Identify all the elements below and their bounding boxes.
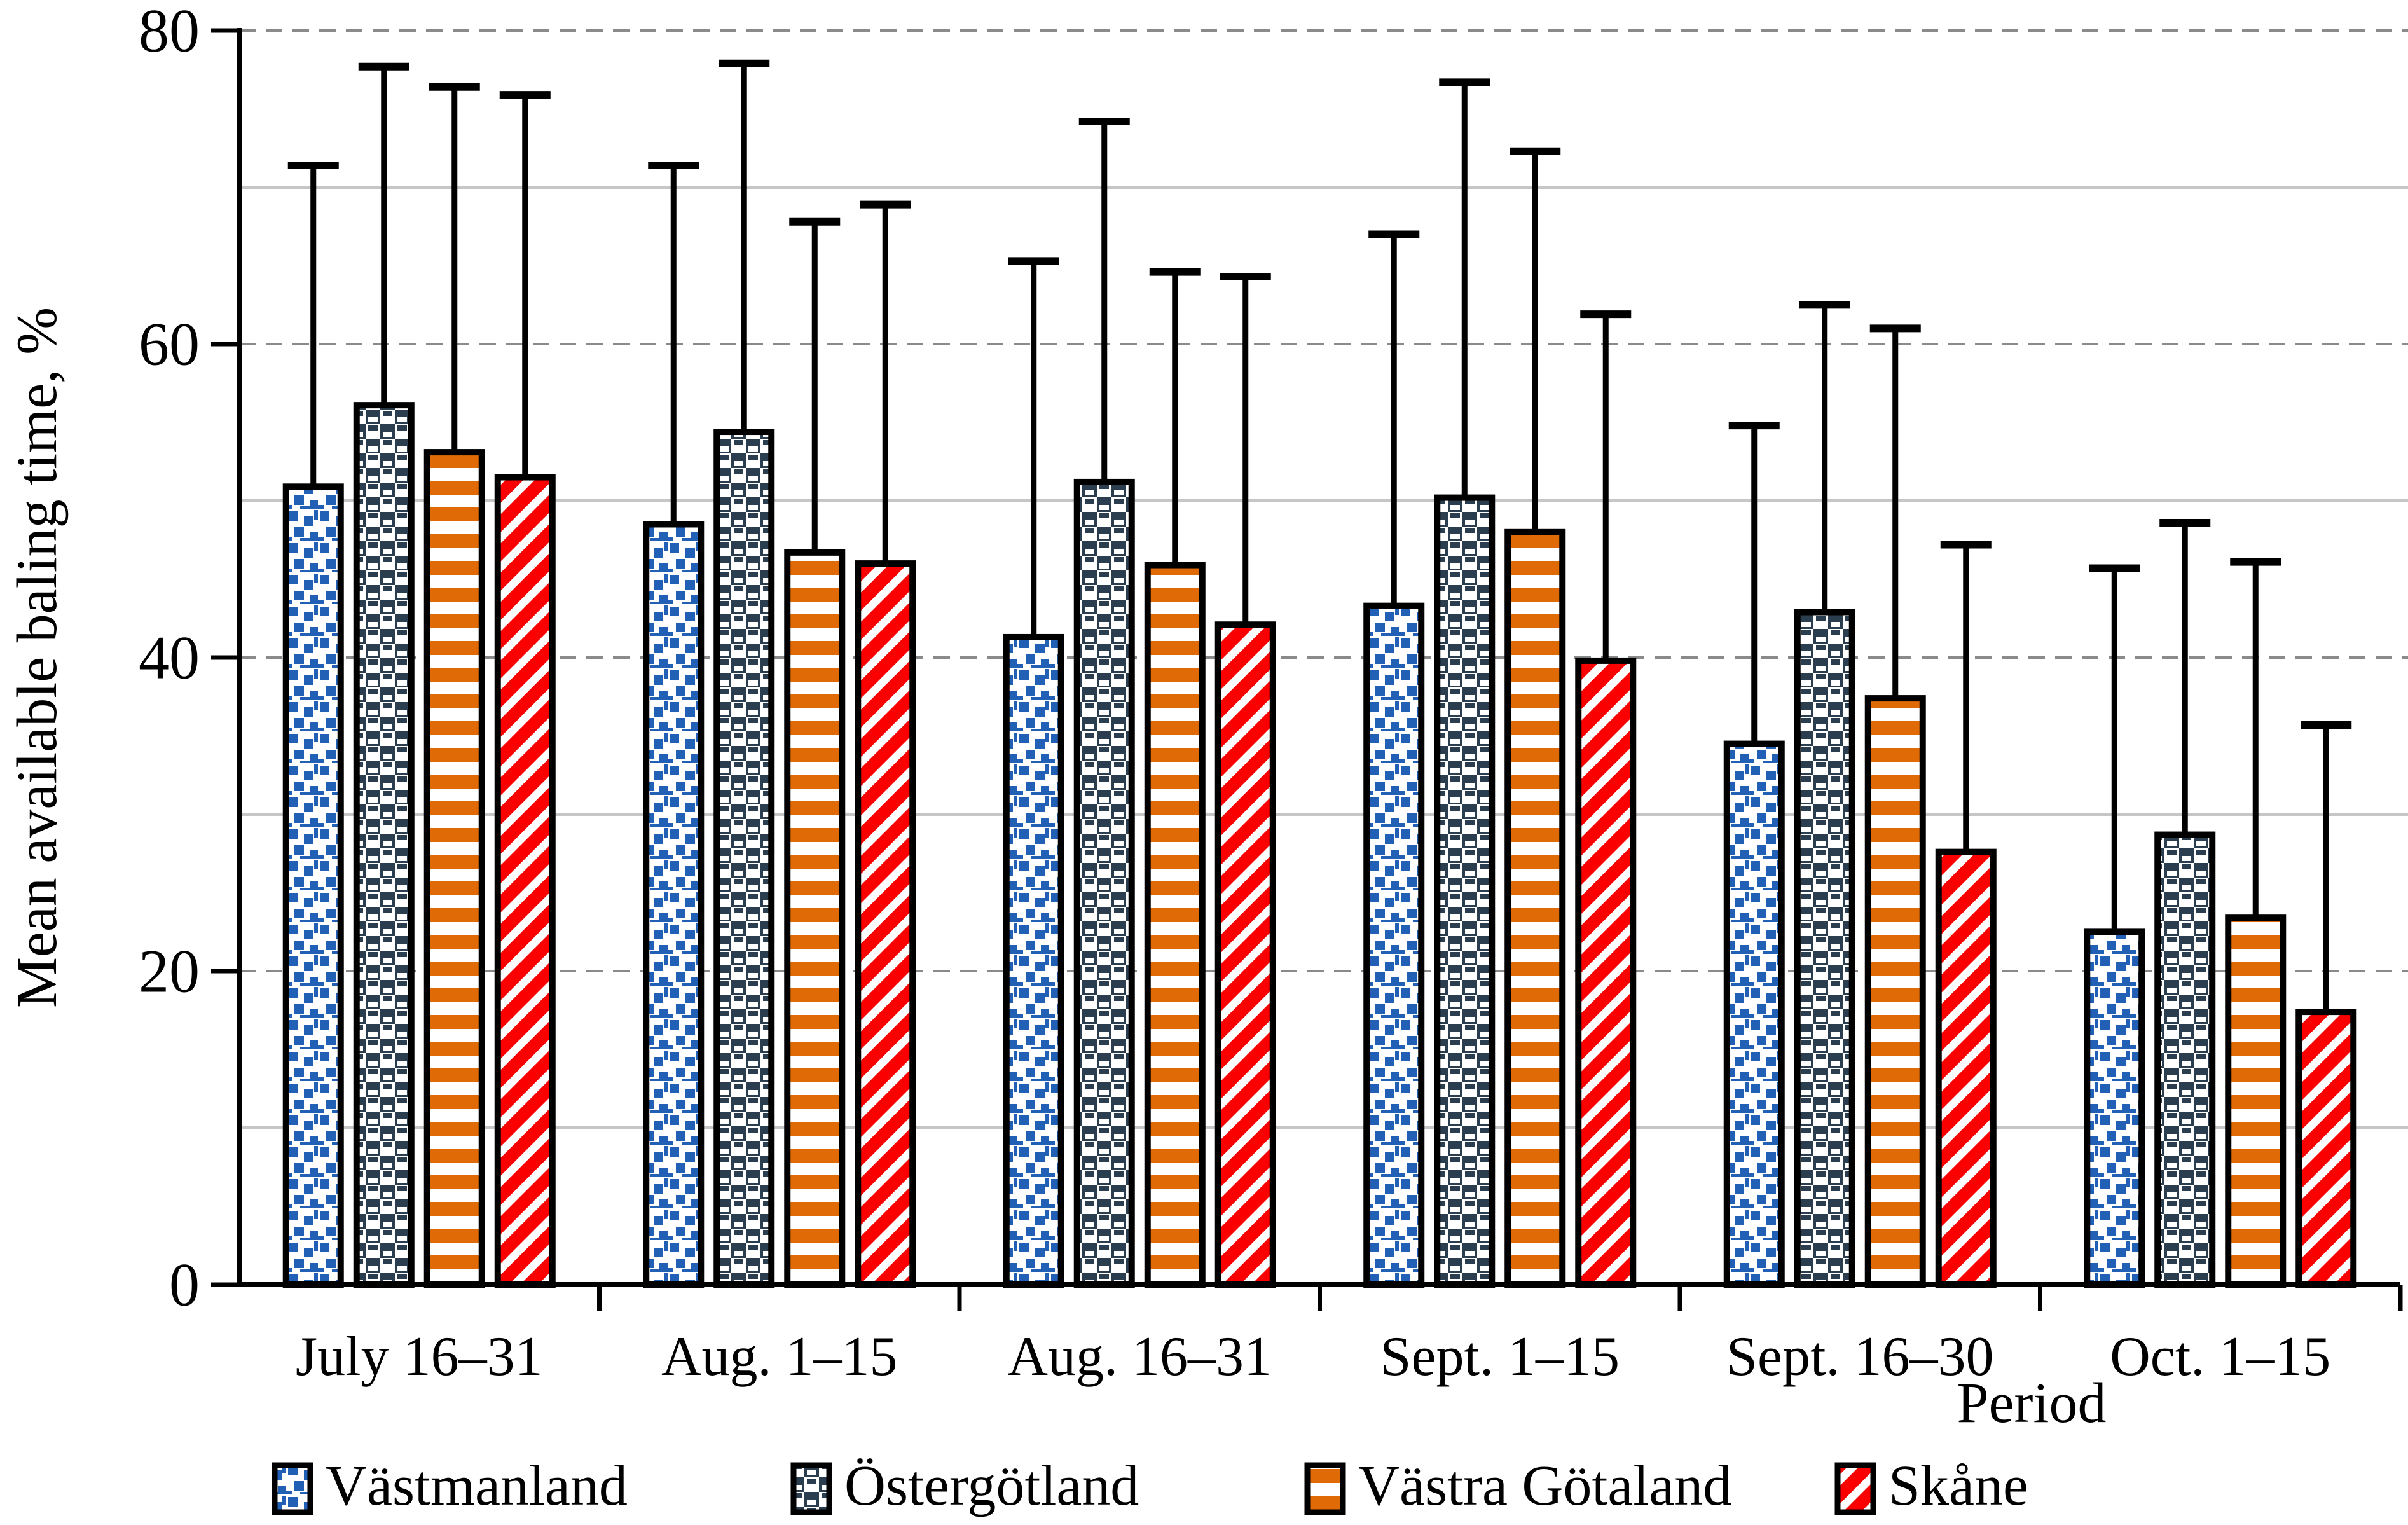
bar-Östergötland-2: [713, 429, 775, 1288]
bar-Västmanland-1: [282, 483, 344, 1288]
bars: [282, 402, 2357, 1288]
legend-label-Skåne: Skåne: [1889, 1454, 2028, 1517]
legend-marker-Östergötland: [790, 1462, 832, 1515]
axis-labels: 0 20 40 60 80 July 16–31 Aug. 1–15 Aug. 16–31 Se…: [139, 0, 2330, 1388]
bar-Västra Götaland-6: [2225, 914, 2287, 1288]
legend-marker-Västra Götaland: [1304, 1462, 1346, 1515]
bar-Östergötland-1: [353, 402, 415, 1288]
legend-label-Östergötland: Östergötland: [844, 1454, 1139, 1517]
y-tick-label: 0: [169, 1251, 200, 1319]
bar-Västmanland-4: [1363, 602, 1425, 1288]
axes: [211, 28, 2403, 1311]
bar-Västmanland-3: [1003, 633, 1064, 1288]
legend-marker-Skåne: [1834, 1462, 1876, 1515]
y-tick-label: 60: [139, 310, 200, 378]
bar-Skåne-1: [494, 474, 556, 1288]
y-tick-label: 20: [139, 937, 200, 1005]
bar-Östergötland-6: [2154, 831, 2216, 1288]
bar-Skåne-6: [2295, 1009, 2357, 1288]
bar-Östergötland-4: [1434, 494, 1496, 1288]
bar-Västmanland-2: [643, 521, 705, 1288]
bar-Västra Götaland-3: [1144, 562, 1206, 1288]
bar-Västra Götaland-5: [1864, 695, 1926, 1288]
legend-label-Västmanland: Västmanland: [326, 1454, 628, 1517]
legend-marker-Västmanland: [272, 1462, 313, 1515]
bar-Skåne-5: [1935, 848, 1997, 1288]
bar-Västmanland-6: [2084, 928, 2145, 1288]
bar-Västra Götaland-1: [423, 449, 485, 1288]
gridlines: [239, 29, 2408, 1129]
y-axis-title: Mean available baling time, %: [6, 307, 69, 1008]
bar-Skåne-2: [855, 560, 916, 1288]
error-bars: [287, 59, 2352, 1012]
x-category-label: Aug. 1–15: [661, 1326, 898, 1388]
legend-label-Västra Götaland: Västra Götaland: [1358, 1454, 1731, 1517]
bar-Östergötland-5: [1794, 609, 1855, 1288]
bar-Skåne-4: [1575, 657, 1637, 1288]
bar-Västmanland-5: [1723, 740, 1785, 1288]
x-category-label: Aug. 16–31: [1007, 1326, 1272, 1388]
x-category-label: Sept. 1–15: [1380, 1326, 1620, 1388]
y-tick-label: 80: [139, 0, 200, 65]
bar-Skåne-3: [1214, 621, 1276, 1288]
bar-Östergötland-3: [1073, 478, 1135, 1288]
x-category-label: Oct. 1–15: [2110, 1326, 2330, 1388]
bar-Västra Götaland-2: [784, 549, 846, 1288]
y-tick-label: 40: [139, 624, 200, 692]
bar-Västra Götaland-4: [1504, 528, 1566, 1288]
x-category-label: July 16–31: [296, 1326, 543, 1388]
legend: Västmanland Östergötland Västra Götaland Sk…: [272, 1454, 2028, 1517]
x-category-label: Sept. 16–30: [1726, 1326, 1993, 1388]
x-axis-title: Period: [1957, 1372, 2107, 1435]
